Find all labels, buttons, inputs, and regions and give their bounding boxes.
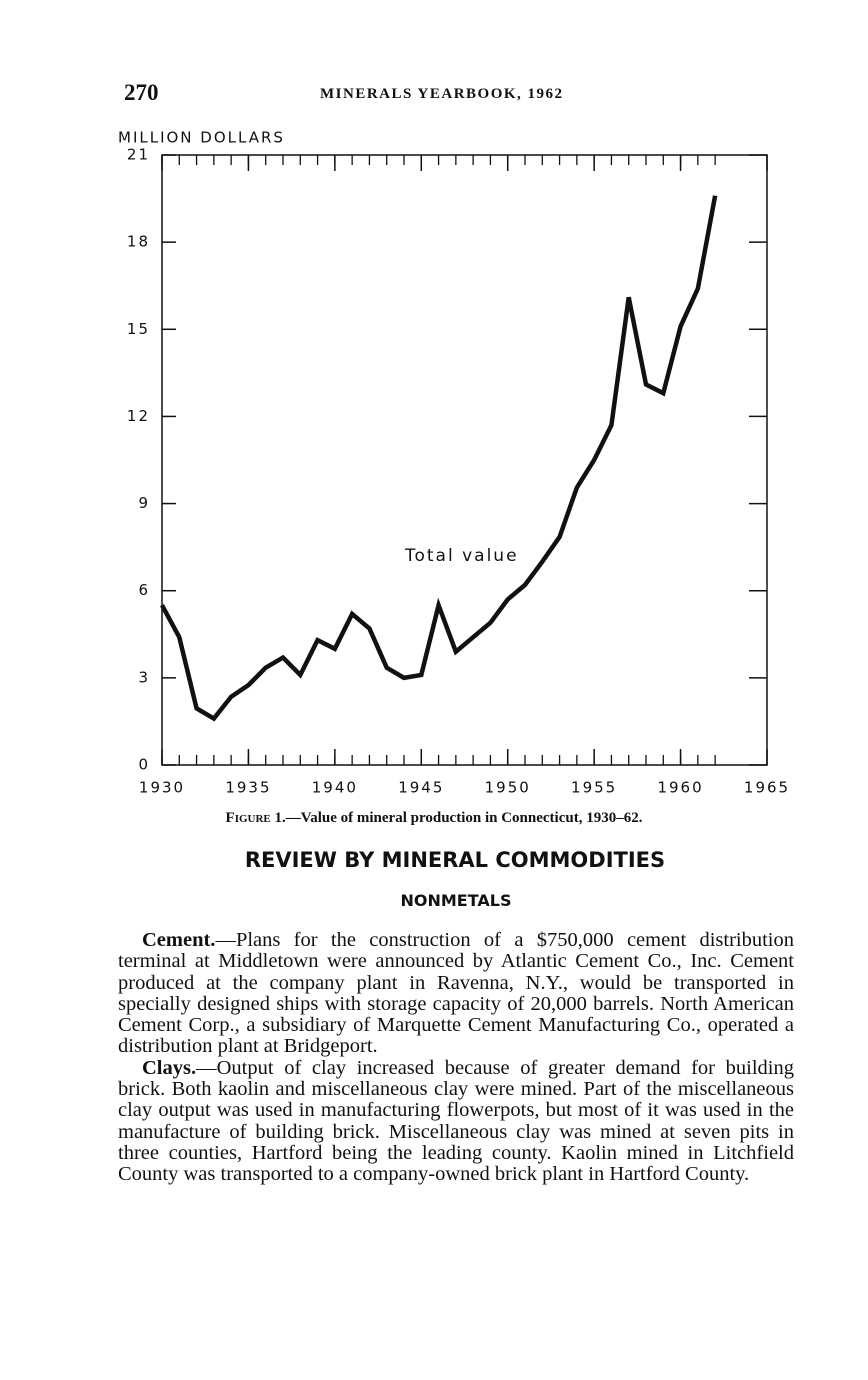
x-tick-label: 1945 bbox=[398, 779, 444, 797]
chart: MILLION DOLLARS Total value 0 3 6 9 12 15 18 21… bbox=[118, 129, 790, 797]
y-tick-label: 18 bbox=[127, 233, 150, 251]
caption-text: —Value of mineral production in Connecti… bbox=[285, 810, 643, 826]
y-tick-label: 3 bbox=[138, 668, 150, 686]
caption-label: Figure 1. bbox=[225, 810, 286, 826]
running-head: MINERALS YEARBOOK, 1962 bbox=[320, 86, 564, 102]
annotation: Total value bbox=[404, 546, 519, 566]
page-number: 270 bbox=[124, 80, 159, 105]
y-tick-label: 6 bbox=[138, 581, 150, 599]
x-tick-label: 1930 bbox=[139, 779, 185, 797]
x-tick-label: 1960 bbox=[657, 779, 703, 797]
caption: Figure 1.—Value of mineral production in… bbox=[0, 810, 868, 827]
x-tick-label: 1940 bbox=[312, 779, 358, 797]
y-tick-label: 9 bbox=[138, 494, 150, 512]
y-tick-label: 21 bbox=[127, 146, 150, 164]
y-tick-label: 12 bbox=[127, 407, 150, 425]
paragraph: Clays.—Output of clay increased because … bbox=[118, 1056, 794, 1186]
data-line bbox=[160, 195, 718, 722]
x-tick-label: 1955 bbox=[571, 779, 617, 797]
paragraph: Cement.—Plans for the construction of a … bbox=[118, 929, 794, 1058]
y-tick-label: 15 bbox=[127, 320, 150, 338]
section-subheading: NONMETALS bbox=[400, 891, 512, 910]
paragraph-text: —Output of clay increased because of gre… bbox=[118, 1056, 794, 1186]
x-tick-label: 1965 bbox=[744, 779, 790, 797]
x-tick-label: 1950 bbox=[485, 779, 531, 797]
paragraph-lead: Cement. bbox=[142, 929, 216, 951]
y-tick-label: 0 bbox=[138, 756, 150, 774]
y-axis-label: MILLION DOLLARS bbox=[118, 129, 285, 147]
section-heading: REVIEW BY MINERAL COMMODITIES bbox=[244, 848, 666, 872]
paragraph-lead: Clays. bbox=[142, 1056, 197, 1079]
plot-frame bbox=[161, 154, 768, 766]
paragraph-text: —Plans for the construction of a $750,00… bbox=[118, 929, 794, 1058]
body-text: Cement.—Plans for the construction of a … bbox=[118, 929, 794, 1186]
x-tick-label: 1935 bbox=[225, 779, 271, 797]
